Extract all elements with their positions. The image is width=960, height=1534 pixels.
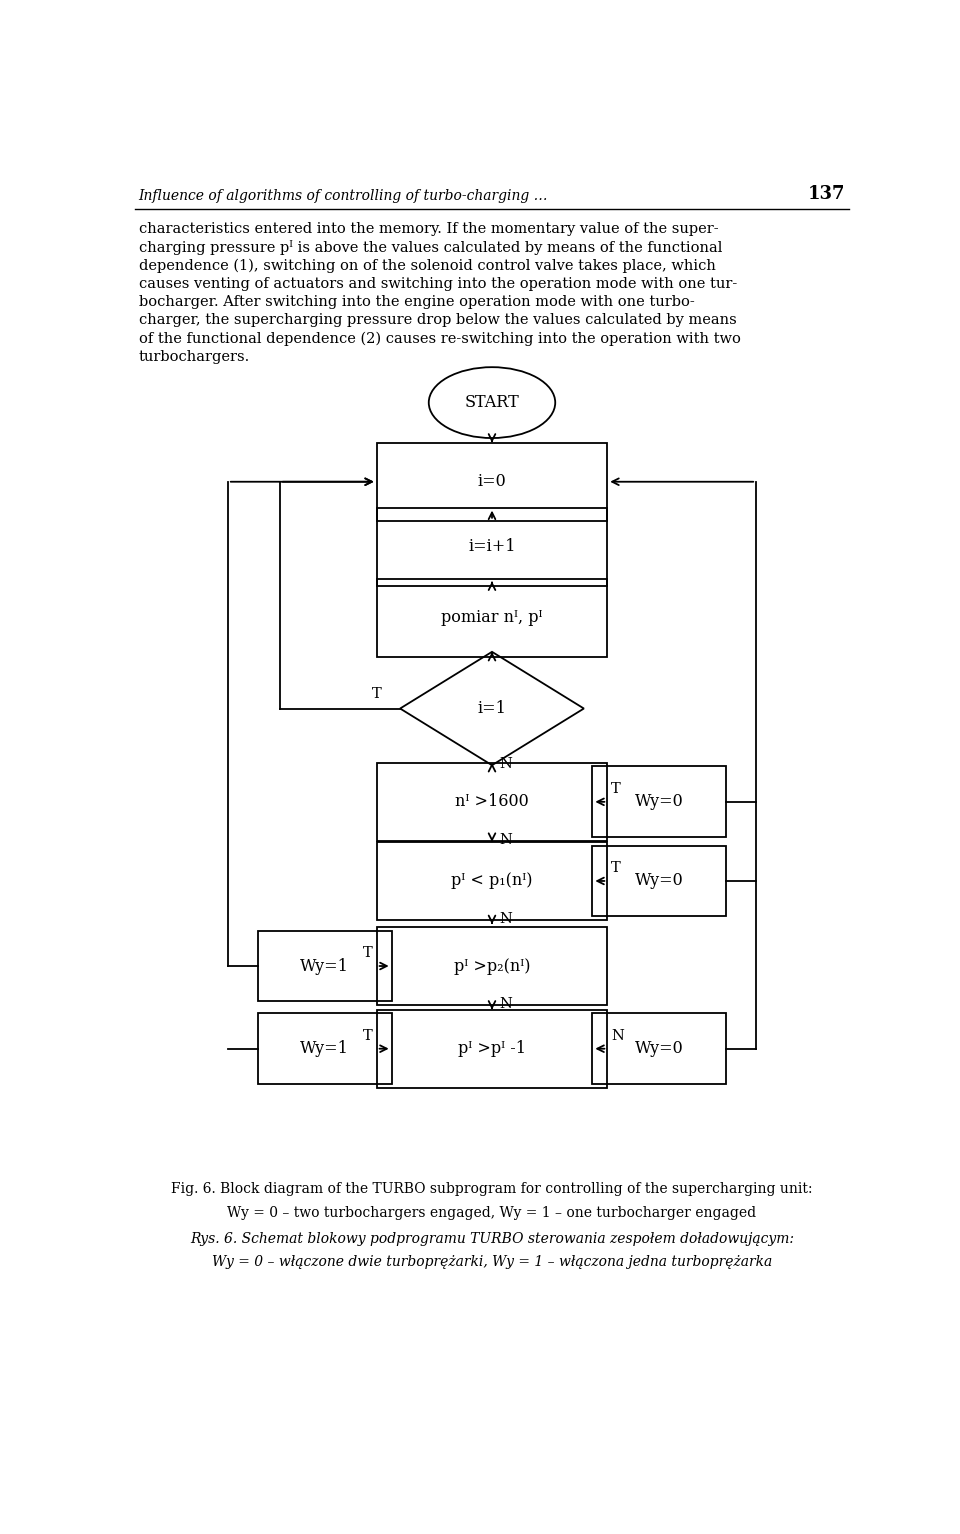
Text: Wy=1: Wy=1 [300,1040,349,1057]
Bar [257,1014,392,1085]
Bar [257,931,392,1002]
Text: i=i+1: i=i+1 [468,538,516,555]
Bar [376,762,608,841]
Bar [376,508,608,586]
Bar [592,845,727,916]
Text: Wy = 0 – two turbochargers engaged, Wy = 1 – one turbocharger engaged: Wy = 0 – two turbochargers engaged, Wy =… [228,1206,756,1220]
Bar [376,1009,608,1088]
Text: Wy=0: Wy=0 [635,873,684,890]
Text: turbochargers.: turbochargers. [138,350,250,364]
Text: Wy = 0 – włączone dwie turboprężarki, Wy = 1 – włączona jedna turboprężarka: Wy = 0 – włączone dwie turboprężarki, Wy… [212,1255,772,1270]
Text: T: T [363,946,372,960]
Text: causes venting of actuators and switching into the operation mode with one tur-: causes venting of actuators and switchin… [138,276,737,291]
Text: Wy=1: Wy=1 [300,957,349,974]
Text: nᴵ >1600: nᴵ >1600 [455,793,529,810]
Text: N: N [499,911,513,927]
Text: N: N [499,758,513,772]
Text: pᴵ >pᴵ -1: pᴵ >pᴵ -1 [458,1040,526,1057]
Text: i=0: i=0 [478,472,506,491]
Text: pᴵ >p₂(nᴵ): pᴵ >p₂(nᴵ) [454,957,530,974]
Bar [376,443,608,520]
Text: pomiar nᴵ, pᴵ: pomiar nᴵ, pᴵ [442,609,542,626]
Text: T: T [611,861,621,874]
Bar [376,578,608,657]
Text: pᴵ < p₁(nᴵ): pᴵ < p₁(nᴵ) [451,873,533,890]
Text: of the functional dependence (2) causes re-switching into the operation with two: of the functional dependence (2) causes … [138,331,740,347]
Text: Fig. 6. Block diagram of the TURBO subprogram for controlling of the superchargi: Fig. 6. Block diagram of the TURBO subpr… [171,1183,813,1197]
Text: 137: 137 [808,186,846,202]
Text: i=1: i=1 [477,700,507,716]
Text: Wy=0: Wy=0 [635,793,684,810]
Bar [592,767,727,838]
Text: Influence of algorithms of controlling of turbo-charging …: Influence of algorithms of controlling o… [138,189,548,202]
Bar [592,1014,727,1085]
Text: charger, the supercharging pressure drop below the values calculated by means: charger, the supercharging pressure drop… [138,313,736,327]
Text: Wy=0: Wy=0 [635,1040,684,1057]
Text: START: START [465,394,519,411]
Text: Rys. 6. Schemat blokowy podprogramu TURBO sterowania zespołem doładowującym:: Rys. 6. Schemat blokowy podprogramu TURB… [190,1232,794,1246]
Text: N: N [499,833,513,847]
Text: N: N [611,1029,624,1043]
Text: bocharger. After switching into the engine operation mode with one turbo-: bocharger. After switching into the engi… [138,295,694,310]
Text: dependence (1), switching on of the solenoid control valve takes place, which: dependence (1), switching on of the sole… [138,259,715,273]
Text: charging pressure pᴵ is above the values calculated by means of the functional: charging pressure pᴵ is above the values… [138,241,722,255]
Bar [376,927,608,1005]
Bar [376,842,608,920]
Text: T: T [372,687,381,701]
Text: characteristics entered into the memory. If the momentary value of the super-: characteristics entered into the memory.… [138,222,718,236]
Text: T: T [611,782,621,796]
Text: N: N [499,997,513,1011]
Text: T: T [363,1029,372,1043]
